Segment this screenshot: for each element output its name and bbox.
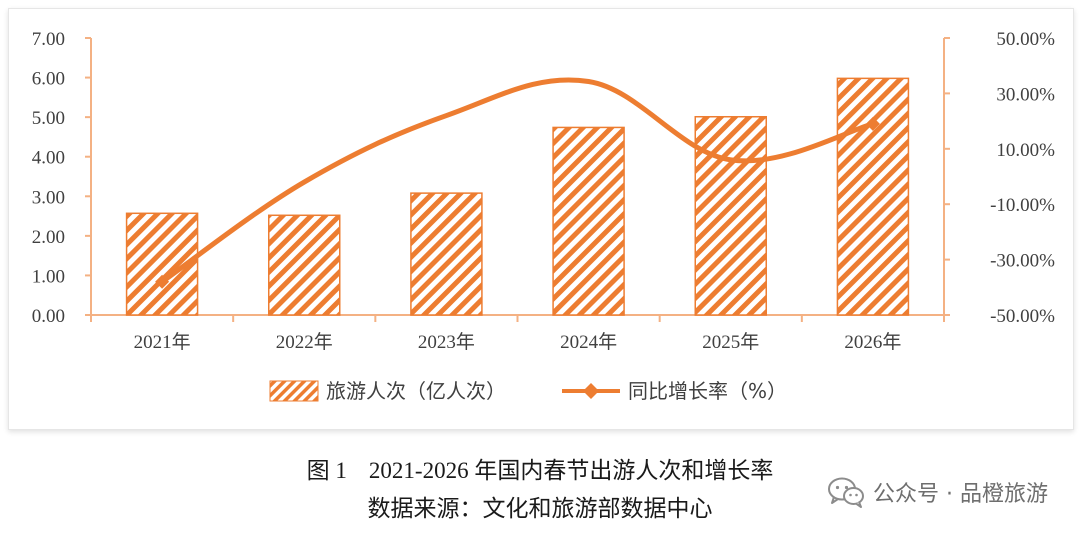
line-layer <box>155 77 880 289</box>
figure-caption: 图 1 2021-2026 年国内春节出游人次和增长率 <box>0 451 1080 485</box>
watermark: 公众号 · 品橙旅游 <box>827 476 1048 508</box>
labels-layer: 0.00 1.00 2.00 3.00 4.00 5.00 6.00 7.00 -50.00% -… <box>32 29 1055 353</box>
left-axis-tick-label: 0.00 <box>32 306 65 327</box>
right-axis-tick-label: -30.00% <box>990 251 1055 272</box>
bar <box>552 126 625 316</box>
wechat-icon <box>828 477 865 508</box>
legend-bar-label: 旅游人次（亿人次） <box>326 379 506 403</box>
left-axis-tick-label: 3.00 <box>32 187 65 208</box>
bars-layer <box>125 77 910 316</box>
x-axis-tick-label: 2023年 <box>418 331 475 353</box>
x-axis-tick-label: 2026年 <box>844 331 901 353</box>
line-point-marker <box>155 274 170 289</box>
left-axis-tick-label: 1.00 <box>32 266 65 287</box>
figure-number: 图 1 <box>306 458 347 483</box>
bar <box>836 77 910 316</box>
watermark-text: 公众号 · 品橙旅游 <box>873 482 1048 507</box>
right-axis-tick-label: 30.00% <box>996 84 1055 105</box>
right-axis-tick-label: -50.00% <box>990 306 1055 327</box>
left-axis-tick-label: 5.00 <box>32 108 65 129</box>
figure-title: 2021-2026 年国内春节出游人次和增长率 <box>368 458 774 483</box>
x-axis-tick-label: 2021年 <box>134 331 191 353</box>
left-axis-tick-label: 2.00 <box>32 227 65 248</box>
legend-bar-swatch <box>269 380 319 402</box>
bar <box>410 192 483 316</box>
right-axis-tick-label: -10.00% <box>990 195 1055 216</box>
line-point-marker <box>865 116 880 131</box>
x-axis-tick-label: 2024年 <box>560 331 617 353</box>
bar <box>268 214 341 316</box>
axes-layer <box>85 37 950 322</box>
x-axis-tick-label: 2022年 <box>276 331 333 353</box>
x-axis-tick-label: 2025年 <box>702 331 759 353</box>
left-axis-tick-label: 6.00 <box>32 69 65 90</box>
bar <box>694 115 767 316</box>
right-axis-tick-label: 50.00% <box>996 29 1055 50</box>
left-axis-tick-label: 7.00 <box>32 29 65 50</box>
right-axis-tick-label: 10.00% <box>996 140 1055 161</box>
legend-line-label: 同比增长率（%） <box>628 379 787 403</box>
data-source: 数据来源：文化和旅游部数据中心 <box>367 496 713 521</box>
left-axis-tick-label: 4.00 <box>32 148 65 169</box>
growth-rate-line <box>159 77 876 285</box>
legend: 旅游人次（亿人次） 同比增长率（%） <box>269 379 787 403</box>
legend-line-marker <box>583 383 599 399</box>
